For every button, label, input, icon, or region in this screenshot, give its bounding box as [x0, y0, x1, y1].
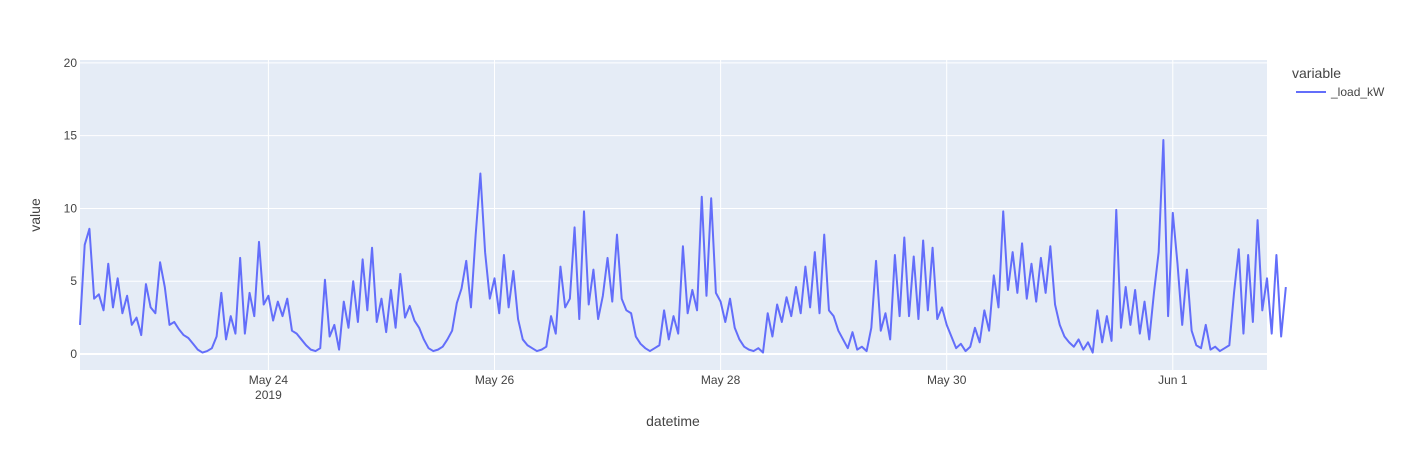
y-tick-label: 15: [64, 129, 78, 143]
x-tick-label: Jun 1: [1158, 373, 1188, 387]
x-tick-sublabel: 2019: [255, 388, 282, 402]
x-axis-title: datetime: [646, 413, 700, 429]
legend[interactable]: variable _load_kW: [1292, 65, 1385, 99]
series-line-load-kw: [79, 139, 1287, 354]
x-tick-label: May 30: [927, 373, 967, 387]
plot-background: [80, 60, 1267, 370]
y-tick-label: 20: [64, 56, 78, 70]
series-layer: [79, 139, 1287, 354]
legend-item-label: _load_kW: [1330, 85, 1385, 99]
legend-title: variable: [1292, 65, 1341, 81]
y-tick-label: 10: [64, 201, 78, 215]
x-tick-label: May 24: [249, 373, 289, 387]
y-axis-title: value: [27, 198, 43, 232]
x-tick-label: May 28: [701, 373, 741, 387]
x-tick-label: May 26: [475, 373, 515, 387]
grid-lines: [80, 60, 1267, 370]
y-tick-label: 5: [70, 274, 77, 288]
y-tick-label: 0: [70, 347, 77, 361]
